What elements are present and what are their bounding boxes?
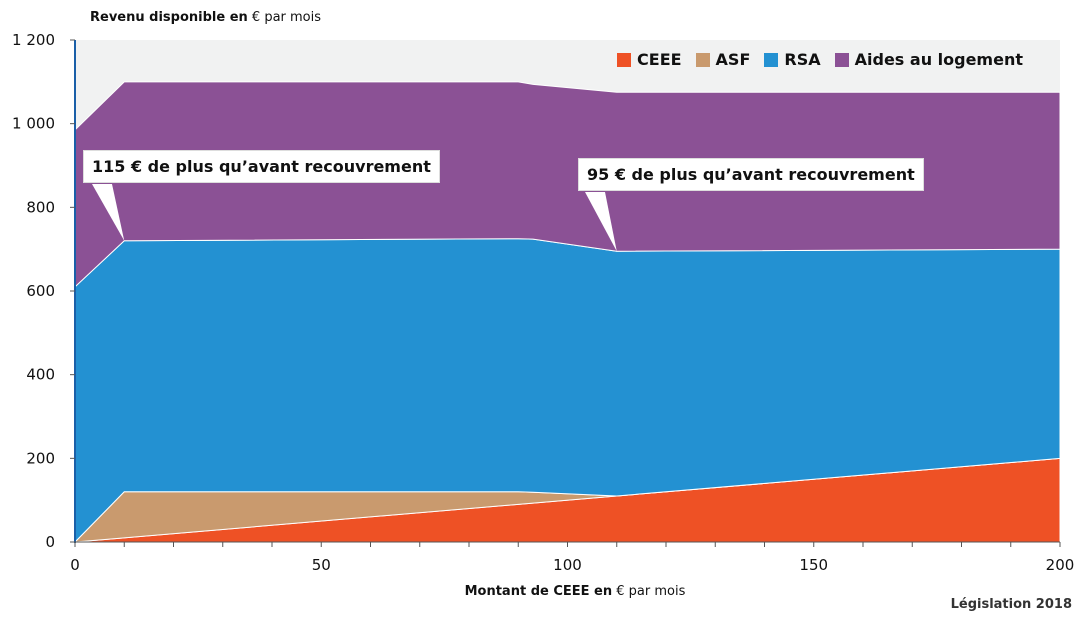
legend-swatch-asf (695, 52, 710, 67)
y-tick-label: 200 (26, 449, 55, 467)
y-tick-label: 800 (26, 198, 55, 216)
legend-item-aides-logement: Aides au logement (834, 50, 1023, 69)
y-axis-label-bold: Revenu disponible en (90, 10, 248, 25)
legend-item-ceee: CEEE (617, 50, 682, 69)
annotation-115: 115 € de plus qu’avant recouvrement (83, 150, 440, 183)
annotation-pointer (585, 192, 617, 252)
legend-label-aides-logement: Aides au logement (854, 50, 1023, 69)
y-tick-label: 1 200 (12, 31, 55, 49)
legend-item-rsa: RSA (764, 50, 821, 69)
x-tick-label: 150 (799, 556, 828, 574)
y-tick-label: 400 (26, 366, 55, 384)
legend-label-asf: ASF (715, 50, 751, 69)
x-axis-label-unit: € par mois (616, 584, 686, 599)
x-tick-label: 0 (70, 556, 80, 574)
annotation-pointer (92, 184, 125, 241)
x-axis-label-bold: Montant de CEEE en (464, 584, 613, 599)
legend-swatch-aides-logement (834, 52, 849, 67)
x-axis-label: Montant de CEEE en € par mois (0, 584, 1078, 599)
annotation-95: 95 € de plus qu’avant recouvrement (578, 158, 924, 191)
legend-label-ceee: CEEE (637, 50, 682, 69)
x-tick-label: 200 (1046, 556, 1075, 574)
x-tick-label: 50 (312, 556, 331, 574)
y-tick-label: 1 000 (12, 115, 55, 133)
y-axis-label: Revenu disponible en € par mois (90, 10, 321, 25)
legend-swatch-rsa (764, 52, 779, 67)
legend: CEEE ASF RSA Aides au logement (617, 50, 1023, 69)
x-tick-label: 100 (553, 556, 582, 574)
y-tick-label: 0 (45, 533, 55, 551)
legend-label-rsa: RSA (784, 50, 821, 69)
legend-swatch-ceee (617, 52, 632, 67)
source-note: Législation 2018 (950, 597, 1072, 612)
legend-item-asf: ASF (695, 50, 751, 69)
y-axis-label-unit: € par mois (251, 10, 322, 25)
y-tick-label: 600 (26, 282, 55, 300)
